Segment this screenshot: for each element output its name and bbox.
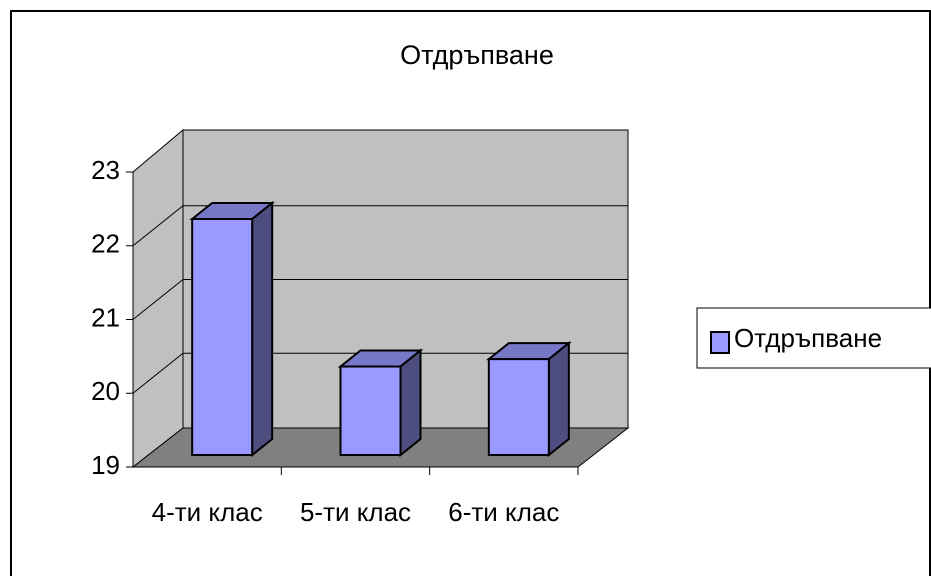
grid-line (132, 279, 628, 320)
y-tick-label: 19 (91, 450, 120, 480)
x-tick-label: 4-ти клас (152, 497, 263, 527)
bar-side (251, 200, 274, 458)
bar (339, 365, 402, 456)
legend-swatch (710, 331, 730, 354)
x-tick-label: 5-ти клас (300, 497, 411, 527)
y-tick-label: 21 (91, 302, 120, 332)
y-tick-label: 20 (91, 376, 120, 406)
chart-title: Отдръпване (400, 40, 554, 70)
bar-side (547, 341, 570, 458)
y-tick-label: 22 (91, 229, 120, 259)
bar (487, 358, 550, 456)
legend-label: Отдръпване (734, 323, 882, 353)
side-wall (132, 128, 184, 469)
legend (696, 307, 931, 369)
grid-line (132, 352, 628, 394)
bar-side (399, 348, 422, 458)
grid-line (132, 205, 628, 247)
bar (191, 218, 254, 456)
x-tick-label: 6-ти клас (448, 497, 559, 527)
y-tick-label: 23 (91, 155, 120, 185)
